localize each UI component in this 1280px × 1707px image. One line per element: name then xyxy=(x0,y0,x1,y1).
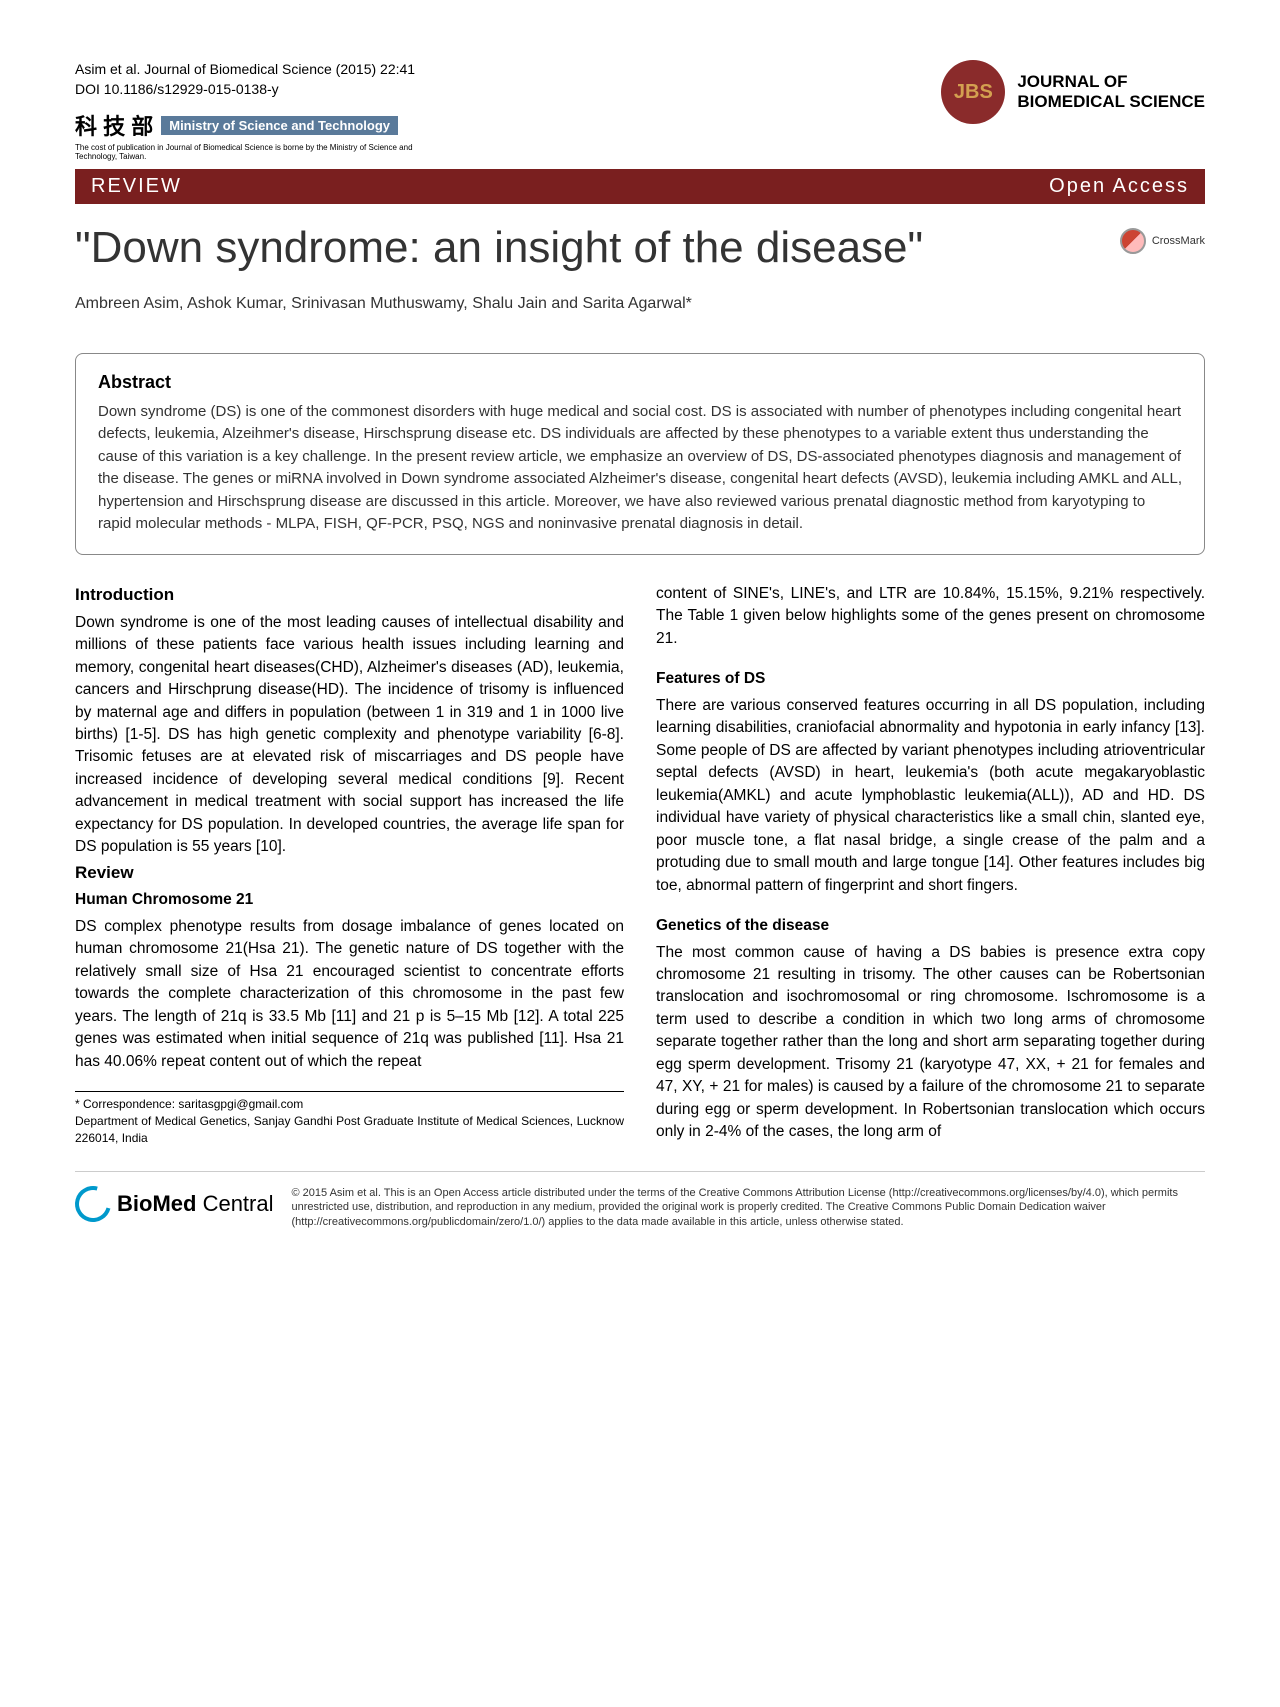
chinese-chars: 科 技 部 xyxy=(75,109,153,141)
correspondence-email: * Correspondence: saritasgpgi@gmail.com xyxy=(75,1096,624,1113)
chromosome-paragraph: DS complex phenotype results from dosage… xyxy=(75,916,624,1073)
citation-line: Asim et al. Journal of Biomedical Scienc… xyxy=(75,60,455,80)
doi-line: DOI 10.1186/s12929-015-0138-y xyxy=(75,80,455,100)
header-row: Asim et al. Journal of Biomedical Scienc… xyxy=(75,60,1205,161)
abstract-box: Abstract Down syndrome (DS) is one of th… xyxy=(75,353,1205,555)
review-label: REVIEW xyxy=(91,175,182,198)
ministry-subtext: The cost of publication in Journal of Bi… xyxy=(75,143,455,161)
open-access-label: Open Access xyxy=(1049,175,1189,198)
license-text: © 2015 Asim et al. This is an Open Acces… xyxy=(292,1186,1206,1231)
journal-name: JOURNAL OF BIOMEDICAL SCIENCE xyxy=(1017,72,1205,113)
journal-brand: JBS JOURNAL OF BIOMEDICAL SCIENCE xyxy=(941,60,1205,124)
correspondence-affiliation: Department of Medical Genetics, Sanjay G… xyxy=(75,1113,624,1147)
left-column: Introduction Down syndrome is one of the… xyxy=(75,583,624,1147)
bmc-bold: BioMed xyxy=(117,1191,196,1216)
correspondence-block: * Correspondence: saritasgpgi@gmail.com … xyxy=(75,1091,624,1146)
intro-heading: Introduction xyxy=(75,583,624,608)
crossmark-label: CrossMark xyxy=(1152,235,1205,247)
journal-line1: JOURNAL OF xyxy=(1017,72,1205,92)
bmc-text: BioMed Central xyxy=(117,1191,274,1217)
journal-line2: BIOMEDICAL SCIENCE xyxy=(1017,92,1205,112)
body-columns: Introduction Down syndrome is one of the… xyxy=(75,583,1205,1147)
right-column: content of SINE's, LINE's, and LTR are 1… xyxy=(656,583,1205,1147)
biomedcentral-logo: BioMed Central xyxy=(75,1186,274,1222)
footer: BioMed Central © 2015 Asim et al. This i… xyxy=(75,1171,1205,1231)
continuation-paragraph: content of SINE's, LINE's, and LTR are 1… xyxy=(656,583,1205,650)
review-bar: REVIEW Open Access xyxy=(75,169,1205,204)
crossmark-icon xyxy=(1120,228,1146,254)
abstract-heading: Abstract xyxy=(98,372,1182,393)
intro-paragraph: Down syndrome is one of the most leading… xyxy=(75,612,624,859)
jbs-logo-icon: JBS xyxy=(941,60,1005,124)
abstract-body: Down syndrome (DS) is one of the commone… xyxy=(98,401,1182,536)
citation-block: Asim et al. Journal of Biomedical Scienc… xyxy=(75,60,455,161)
features-heading: Features of DS xyxy=(656,668,1205,690)
bmc-circle-icon xyxy=(68,1179,117,1228)
bmc-light: Central xyxy=(196,1191,273,1216)
article-title: "Down syndrome: an insight of the diseas… xyxy=(75,222,923,275)
author-list: Ambreen Asim, Ashok Kumar, Srinivasan Mu… xyxy=(75,295,1205,313)
ministry-line: 科 技 部 Ministry of Science and Technology xyxy=(75,109,455,141)
genetics-heading: Genetics of the disease xyxy=(656,915,1205,937)
review-heading: Review xyxy=(75,861,624,886)
genetics-paragraph: The most common cause of having a DS bab… xyxy=(656,942,1205,1144)
features-paragraph: There are various conserved features occ… xyxy=(656,695,1205,897)
chromosome-heading: Human Chromosome 21 xyxy=(75,889,624,911)
title-row: "Down syndrome: an insight of the diseas… xyxy=(75,222,1205,275)
crossmark-badge[interactable]: CrossMark xyxy=(1120,228,1205,254)
ministry-badge: Ministry of Science and Technology xyxy=(161,116,398,135)
